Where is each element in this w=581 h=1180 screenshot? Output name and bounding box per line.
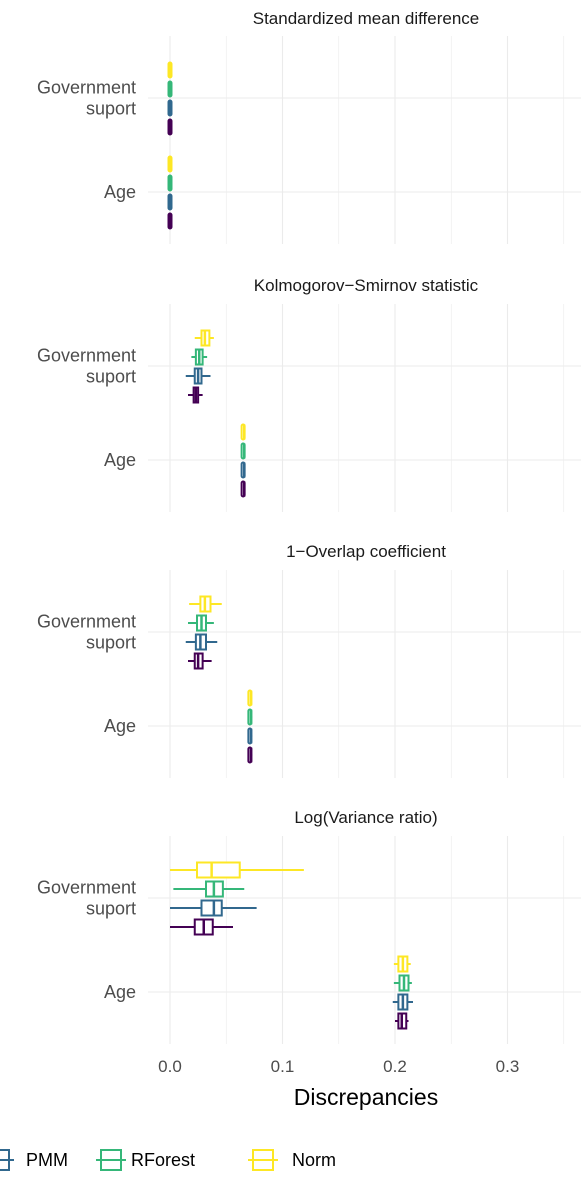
facet-panel-1: Standardized mean difference Governmentsu… bbox=[37, 9, 581, 244]
box-unlabeled bbox=[167, 118, 173, 136]
category-label: Government bbox=[37, 78, 136, 98]
x-axis-title: Discrepancies bbox=[294, 1084, 438, 1110]
box-unlabeled bbox=[188, 386, 203, 404]
x-tick-label: 0.2 bbox=[383, 1057, 407, 1076]
facet-title: Standardized mean difference bbox=[253, 9, 480, 28]
box-body bbox=[196, 861, 241, 879]
x-tick-label: 0.1 bbox=[271, 1057, 295, 1076]
box-pmm bbox=[185, 367, 211, 385]
category-label: Age bbox=[104, 716, 136, 736]
box-unlabeled bbox=[247, 746, 253, 764]
category-label: Age bbox=[104, 450, 136, 470]
box-body bbox=[200, 899, 223, 917]
box-pmm bbox=[392, 993, 413, 1011]
facet-title: 1−Overlap coefficient bbox=[286, 542, 446, 561]
facet-panel-2: Kolmogorov−Smirnov statistic Governmentsu… bbox=[37, 276, 581, 512]
category-label: suport bbox=[86, 633, 136, 653]
box-norm bbox=[167, 155, 173, 173]
legend-label: RForest bbox=[131, 1150, 195, 1170]
category-label: Age bbox=[104, 182, 136, 202]
facet-panels: Standardized mean differenceGovernmentsu… bbox=[37, 9, 581, 1044]
box-rforest bbox=[167, 174, 173, 192]
legend-key bbox=[0, 1149, 14, 1171]
box-pmm bbox=[247, 727, 253, 745]
box-norm bbox=[240, 423, 246, 441]
category-label: Government bbox=[37, 612, 136, 632]
box-pmm bbox=[240, 461, 246, 479]
box-unlabeled bbox=[188, 652, 212, 670]
legend-item-norm: Norm bbox=[248, 1149, 336, 1171]
facet-title: Kolmogorov−Smirnov statistic bbox=[254, 276, 479, 295]
box-pmm bbox=[170, 899, 257, 917]
box-unlabeled bbox=[170, 918, 233, 936]
category-label: Government bbox=[37, 878, 136, 898]
x-axis: 0.0 0.1 0.2 0.3 bbox=[158, 1057, 519, 1076]
category-label: suport bbox=[86, 899, 136, 919]
x-tick-label: 0.3 bbox=[496, 1057, 520, 1076]
box-norm bbox=[167, 61, 173, 79]
legend-item-rforest: RForest bbox=[96, 1149, 195, 1171]
box-rforest bbox=[247, 708, 253, 726]
box-pmm bbox=[185, 633, 218, 651]
category-label: Age bbox=[104, 982, 136, 1002]
box-rforest bbox=[167, 80, 173, 98]
box-norm bbox=[393, 955, 411, 973]
box-norm bbox=[170, 861, 304, 879]
box-rforest bbox=[173, 880, 245, 898]
box-rforest bbox=[393, 974, 412, 992]
box-rforest bbox=[188, 614, 214, 632]
legend-label: Norm bbox=[292, 1150, 336, 1170]
box-unlabeled bbox=[240, 480, 246, 498]
category-label: suport bbox=[86, 99, 136, 119]
legend-key bbox=[248, 1149, 278, 1171]
box-unlabeled bbox=[167, 212, 173, 230]
category-label: Government bbox=[37, 346, 136, 366]
box-pmm bbox=[167, 99, 173, 117]
box-rforest bbox=[191, 348, 208, 366]
box-rforest bbox=[240, 442, 246, 460]
category-label: suport bbox=[86, 367, 136, 387]
box-norm bbox=[189, 595, 222, 613]
box-norm bbox=[194, 329, 214, 347]
legend-key bbox=[96, 1149, 126, 1171]
box-unlabeled bbox=[395, 1012, 409, 1030]
box-pmm bbox=[167, 193, 173, 211]
legend-item-pmm: PMM bbox=[0, 1149, 68, 1171]
legend-label: PMM bbox=[26, 1150, 68, 1170]
legend: PMM RForest Norm bbox=[0, 1149, 336, 1171]
x-tick-label: 0.0 bbox=[158, 1057, 182, 1076]
facet-title: Log(Variance ratio) bbox=[294, 808, 437, 827]
box-norm bbox=[247, 689, 253, 707]
